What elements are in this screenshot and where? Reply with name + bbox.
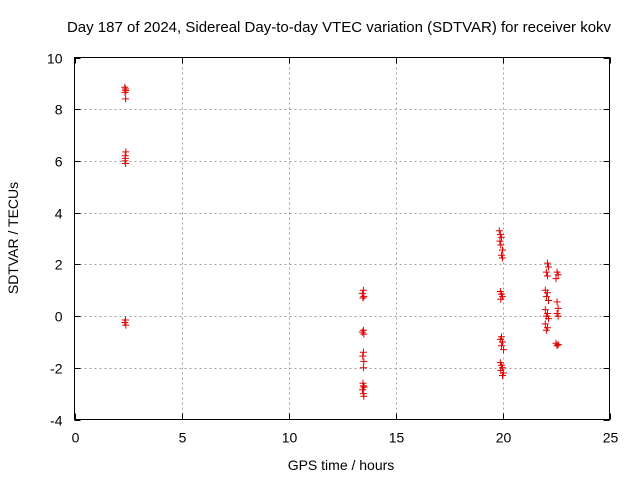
data-point bbox=[542, 293, 550, 301]
data-point bbox=[554, 304, 562, 312]
data-point bbox=[121, 88, 129, 96]
data-point bbox=[499, 372, 506, 380]
data-point bbox=[543, 259, 551, 267]
data-point bbox=[554, 312, 562, 320]
data-point bbox=[122, 95, 130, 103]
y-axis-label: SDTVAR / TECUs bbox=[5, 182, 21, 294]
data-point bbox=[554, 271, 562, 279]
x-tick-label: 0 bbox=[72, 430, 80, 446]
data-point bbox=[359, 382, 367, 390]
data-points bbox=[121, 83, 562, 400]
data-point bbox=[543, 272, 551, 280]
data-point bbox=[545, 297, 553, 305]
data-point bbox=[553, 298, 561, 306]
data-point bbox=[500, 346, 508, 354]
y-tick-label: 6 bbox=[55, 154, 63, 170]
chart-title: Day 187 of 2024, Sidereal Day-to-day VTE… bbox=[67, 19, 612, 36]
data-point bbox=[541, 306, 549, 314]
data-point bbox=[122, 160, 130, 168]
data-point bbox=[360, 293, 368, 301]
data-point bbox=[497, 241, 505, 249]
data-point bbox=[360, 357, 368, 365]
data-point bbox=[554, 341, 562, 349]
data-point bbox=[122, 321, 130, 329]
data-point bbox=[545, 315, 553, 323]
data-point bbox=[497, 342, 505, 350]
data-point bbox=[552, 275, 560, 283]
x-tick-label: 15 bbox=[389, 430, 405, 446]
x-axis-label: GPS time / hours bbox=[288, 457, 395, 473]
data-point bbox=[499, 246, 506, 254]
x-tick-label: 25 bbox=[603, 430, 619, 446]
y-tick-label: -2 bbox=[50, 361, 63, 377]
grid bbox=[74, 57, 610, 420]
y-tick-label: 2 bbox=[55, 257, 63, 273]
data-point bbox=[359, 364, 367, 372]
data-point bbox=[358, 289, 366, 297]
data-point bbox=[543, 289, 551, 297]
y-tick-label: -4 bbox=[50, 413, 63, 429]
data-point bbox=[360, 392, 368, 400]
x-tick-label: 20 bbox=[496, 430, 512, 446]
data-point bbox=[542, 326, 550, 334]
data-point bbox=[122, 148, 130, 156]
y-tick-label: 4 bbox=[55, 206, 63, 222]
data-point bbox=[359, 286, 367, 294]
data-point bbox=[542, 268, 550, 276]
data-point bbox=[496, 237, 504, 245]
y-tick-label: 0 bbox=[55, 309, 63, 325]
data-point bbox=[359, 386, 367, 394]
data-point bbox=[495, 227, 503, 235]
plot-frame bbox=[74, 57, 610, 420]
data-point bbox=[360, 330, 368, 338]
data-point bbox=[359, 348, 367, 356]
data-point bbox=[499, 254, 506, 262]
x-tick-label: 5 bbox=[179, 430, 187, 446]
data-point bbox=[497, 233, 505, 241]
data-point bbox=[541, 320, 549, 328]
x-tick-label: 10 bbox=[282, 430, 298, 446]
data-point bbox=[499, 338, 506, 346]
data-point bbox=[545, 263, 553, 271]
data-point bbox=[122, 87, 130, 95]
y-tick-label: 10 bbox=[47, 51, 63, 67]
y-tick-label: 8 bbox=[55, 102, 63, 118]
data-point bbox=[497, 295, 505, 303]
data-point bbox=[359, 294, 367, 302]
data-point bbox=[553, 342, 561, 350]
axis-ticks: 0 5 10 15 20 25 -4 -2 0 2 4 6 8 10 bbox=[47, 51, 619, 446]
data-point bbox=[359, 352, 367, 360]
